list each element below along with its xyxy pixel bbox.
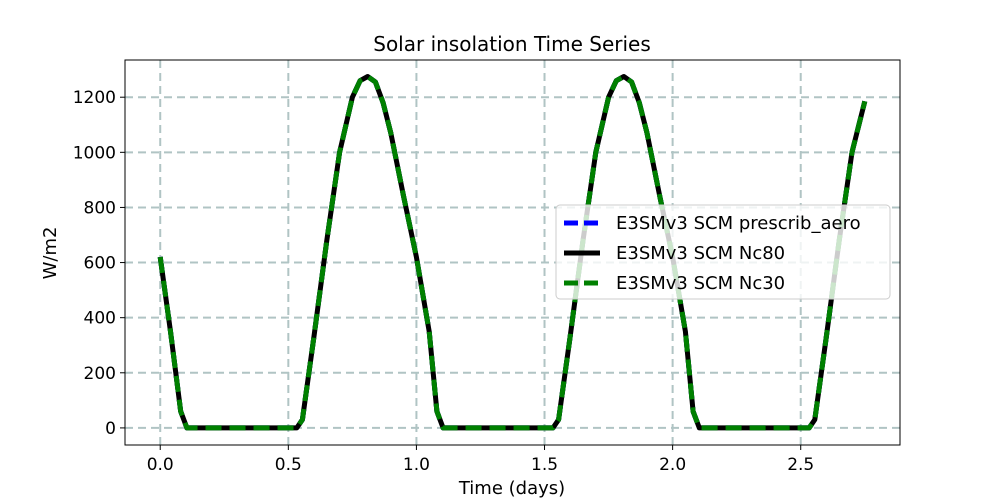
x-tick-label: 2.5 xyxy=(787,455,814,475)
x-tick-label: 1.0 xyxy=(403,455,430,475)
series-line-2 xyxy=(157,74,868,431)
legend-label-0: E3SMv3 SCM prescrib_aero xyxy=(616,213,861,234)
y-tick-label: 600 xyxy=(84,254,116,274)
y-tick-label: 1200 xyxy=(73,88,116,108)
y-tick-label: 800 xyxy=(84,198,116,218)
x-tick-label: 0.5 xyxy=(275,455,302,475)
chart-title: Solar insolation Time Series xyxy=(373,32,651,56)
y-axis-label: W/m2 xyxy=(40,227,61,280)
x-axis-label: Time (days) xyxy=(458,478,565,499)
x-axis: 0.0 0.5 1.0 1.5 2.0 2.5 xyxy=(147,445,814,475)
series-group xyxy=(157,74,868,431)
y-tick-label: 400 xyxy=(84,309,116,329)
y-axis: 0 200 400 600 800 1000 1200 xyxy=(73,88,125,439)
x-tick-label: 0.0 xyxy=(147,455,174,475)
legend-box xyxy=(555,204,891,300)
plot-frame xyxy=(124,59,901,446)
y-tick-label: 1000 xyxy=(73,143,116,163)
y-tick-label: 0 xyxy=(105,419,116,439)
x-tick-label: 2.0 xyxy=(659,455,686,475)
x-tick-label: 1.5 xyxy=(531,455,558,475)
legend-label-1: E3SMv3 SCM Nc80 xyxy=(616,243,785,264)
legend: E3SMv3 SCM prescrib_aero E3SMv3 SCM Nc80 E… xyxy=(555,204,891,300)
legend-label-2: E3SMv3 SCM Nc30 xyxy=(616,273,785,294)
y-tick-label: 200 xyxy=(84,364,116,384)
